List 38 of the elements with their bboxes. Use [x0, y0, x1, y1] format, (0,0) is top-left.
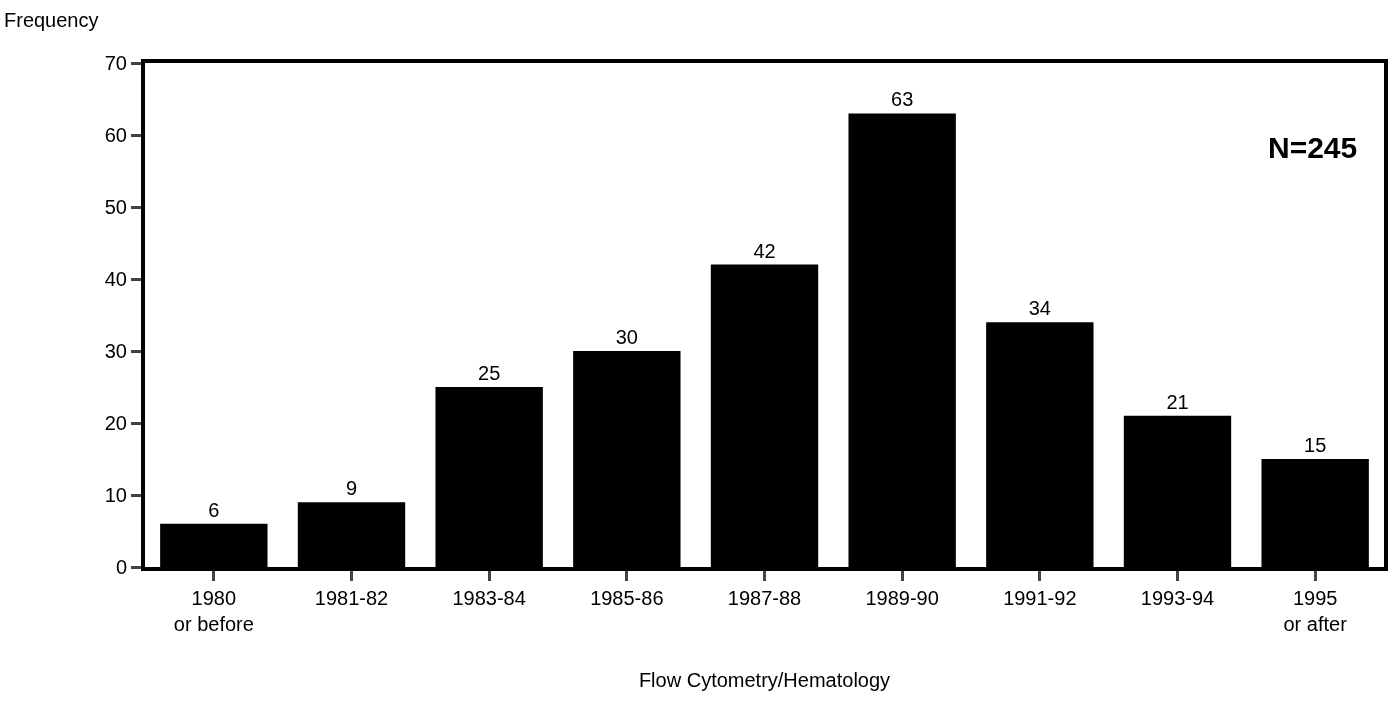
data-label: 63 — [891, 88, 914, 111]
x-tick-label: 1980 or before — [173, 587, 254, 635]
x-axis-title: Flow Cytometry/Hematology — [638, 669, 891, 691]
data-label: 15 — [1304, 434, 1327, 456]
y-tick-label: 50 — [104, 196, 127, 218]
bar — [573, 351, 681, 567]
data-label: 25 — [478, 362, 501, 384]
y-tick-label: 30 — [104, 340, 127, 362]
y-tick-label: 10 — [104, 484, 127, 506]
x-tick-label: 1993-94 — [1140, 587, 1215, 609]
bar — [435, 387, 543, 567]
data-label: 6 — [208, 498, 220, 521]
data-label: 21 — [1166, 390, 1189, 413]
x-tick-label: 1991-92 — [1003, 587, 1077, 609]
x-tick-label: 1987-88 — [727, 587, 802, 609]
data-label: 30 — [615, 326, 638, 348]
y-axis-title: Frequency — [4, 9, 99, 31]
x-tick-label: 1983-84 — [452, 587, 526, 609]
bar — [1123, 415, 1232, 567]
bar — [986, 322, 1094, 567]
y-tick-label: 60 — [104, 124, 127, 146]
bar — [1261, 459, 1369, 567]
x-tick-label: 1981-82 — [314, 587, 389, 609]
bar — [297, 502, 406, 567]
data-label: 34 — [1028, 297, 1051, 320]
x-tick-label: 1995 or after — [1283, 587, 1348, 635]
data-label: 9 — [345, 477, 358, 500]
bar — [710, 264, 819, 567]
y-tick-label: 40 — [104, 268, 127, 290]
x-tick-label: 1989-90 — [865, 587, 939, 609]
x-tick-label: 1985-86 — [590, 587, 664, 609]
bar — [848, 113, 956, 567]
data-label: 42 — [753, 239, 776, 262]
y-tick-label: 70 — [104, 52, 127, 74]
annotation: N=245 — [1268, 131, 1358, 164]
y-tick-label: 20 — [104, 412, 127, 434]
y-tick-label: 0 — [115, 556, 127, 578]
bar — [160, 523, 268, 567]
